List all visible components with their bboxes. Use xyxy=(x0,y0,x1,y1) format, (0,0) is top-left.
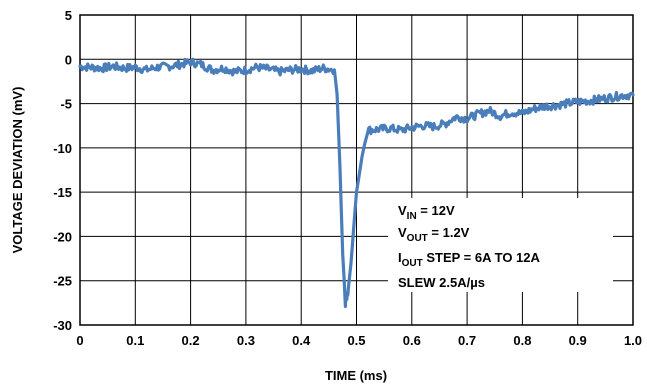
annotation-vin-rest: = 12V xyxy=(417,203,455,218)
x-tick-label: 0.2 xyxy=(182,333,200,348)
annotation-background xyxy=(388,198,613,292)
series-line xyxy=(78,57,635,308)
x-tick-label: 0.6 xyxy=(403,333,421,348)
annotation-vout: VOUT = 1.2V xyxy=(398,225,470,244)
y-axis-title: VOLTAGE DEVIATION (mV) xyxy=(10,87,25,254)
x-tick-label: 0 xyxy=(76,333,83,348)
y-tick-label: 0 xyxy=(65,52,72,67)
annotation-iout-main: I xyxy=(398,250,402,265)
x-tick-label: 0.8 xyxy=(513,333,531,348)
y-tick-label: -20 xyxy=(53,229,72,244)
annotation-vin-sub: IN xyxy=(407,211,417,222)
y-tick-label: -30 xyxy=(53,318,72,333)
y-tick-label: -10 xyxy=(53,141,72,156)
y-tick-label: -25 xyxy=(53,274,72,289)
annotation-vin-main: V xyxy=(398,203,407,218)
annotation-vout-main: V xyxy=(398,225,407,240)
annotation-slew: SLEW 2.5A/µs xyxy=(398,275,485,290)
x-tick-label: 1.0 xyxy=(624,333,642,348)
annotation-vout-sub: OUT xyxy=(407,233,428,244)
x-tick-label: 0.5 xyxy=(347,333,365,348)
annotation-vin: VIN = 12V xyxy=(398,203,455,222)
x-tick-label: 0.7 xyxy=(458,333,476,348)
y-tick-label: -5 xyxy=(60,97,72,112)
annotation-iout-rest: STEP = 6A TO 12A xyxy=(423,250,541,265)
annotation-iout: IOUT STEP = 6A TO 12A xyxy=(398,250,541,269)
x-axis-title: TIME (ms) xyxy=(325,368,387,383)
y-tick-label: 5 xyxy=(65,8,72,23)
x-tick-labels: 0 0.1 0.2 0.3 0.4 0.5 0.6 0.7 0.8 0.9 1.0 xyxy=(76,333,642,348)
y-tick-labels: 5 0 -5 -10 -15 -20 -25 -30 xyxy=(53,8,72,333)
x-tick-label: 0.4 xyxy=(292,333,311,348)
annotation-vout-rest: = 1.2V xyxy=(428,225,470,240)
x-tick-label: 0.9 xyxy=(569,333,587,348)
x-tick-label: 0.3 xyxy=(237,333,255,348)
series-group xyxy=(78,57,635,308)
x-tick-label: 0.1 xyxy=(126,333,144,348)
annotation-block: VIN = 12V VOUT = 1.2V IOUT STEP = 6A TO … xyxy=(388,198,613,292)
annotation-iout-sub: OUT xyxy=(402,258,423,269)
plot-frame xyxy=(79,14,634,326)
y-tick-label: -15 xyxy=(53,185,72,200)
